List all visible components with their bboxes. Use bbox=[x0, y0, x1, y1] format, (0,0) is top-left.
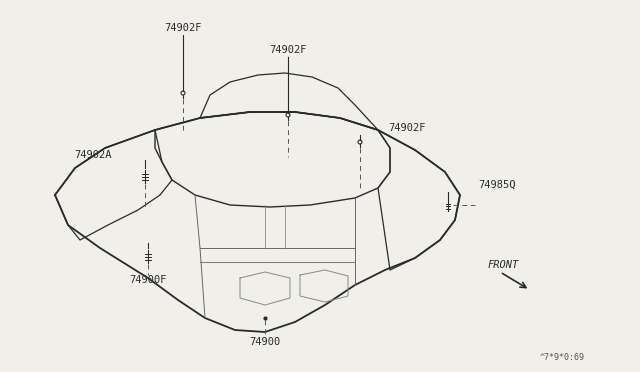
Text: 74902F: 74902F bbox=[164, 23, 202, 33]
Text: 74900: 74900 bbox=[250, 337, 280, 347]
Text: 74985Q: 74985Q bbox=[478, 180, 515, 190]
Text: ^7*9*0:69: ^7*9*0:69 bbox=[540, 353, 585, 362]
Text: 74902F: 74902F bbox=[269, 45, 307, 55]
Text: FRONT: FRONT bbox=[488, 260, 519, 270]
Text: 74902A: 74902A bbox=[74, 150, 112, 160]
Text: 74902F: 74902F bbox=[388, 123, 426, 133]
Text: 74900F: 74900F bbox=[129, 275, 167, 285]
